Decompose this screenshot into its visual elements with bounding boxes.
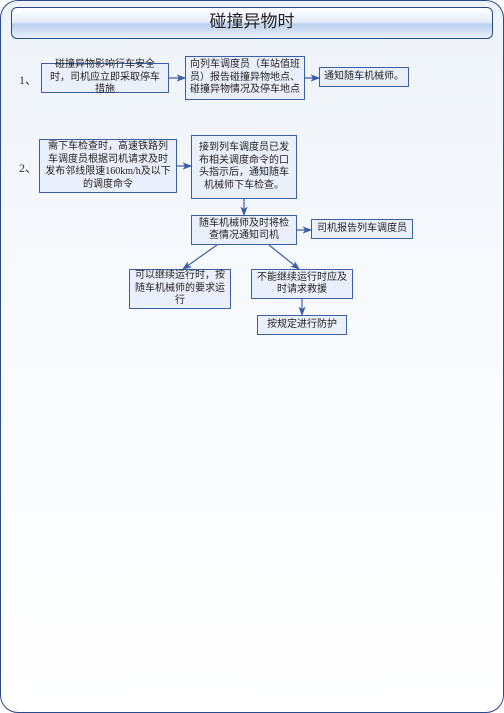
flow-box-b8: 可以继续运行时，按随车机械师的要求运行	[129, 269, 231, 309]
flow-box-b1: 碰撞异物影响行车安全时，司机应立即采取停车措施	[41, 63, 169, 93]
flowchart-page: { "title": "碰撞异物时", "labels": { "row1": …	[0, 0, 504, 713]
flow-box-b9: 不能继续运行时应及时请求救援	[251, 269, 353, 299]
page-title: 碰撞异物时	[11, 7, 493, 39]
flow-box-b4: 需下车检查时，高速铁路列车调度员根据司机请求及时发布邻线限速160km/h及以下…	[39, 139, 177, 193]
flow-box-b10: 按规定进行防护	[257, 315, 347, 335]
flow-box-b3: 通知随车机械师。	[319, 67, 409, 87]
flow-box-b5: 接到列车调度员已发布相关调度命令的口头指示后，通知随车机械师下车检查。	[191, 135, 297, 199]
flow-box-b2: 向列车调度员（车站值班员）报告碰撞异物地点、碰撞异物情况及停车地点	[185, 56, 305, 100]
arrows-layer	[1, 1, 504, 713]
row-label-1: 1、	[19, 71, 37, 88]
flow-box-b7: 司机报告列车调度员	[311, 219, 413, 239]
flow-box-b6: 随车机械师及时将检查情况通知司机	[191, 215, 297, 245]
row-label-2: 2、	[19, 159, 37, 176]
